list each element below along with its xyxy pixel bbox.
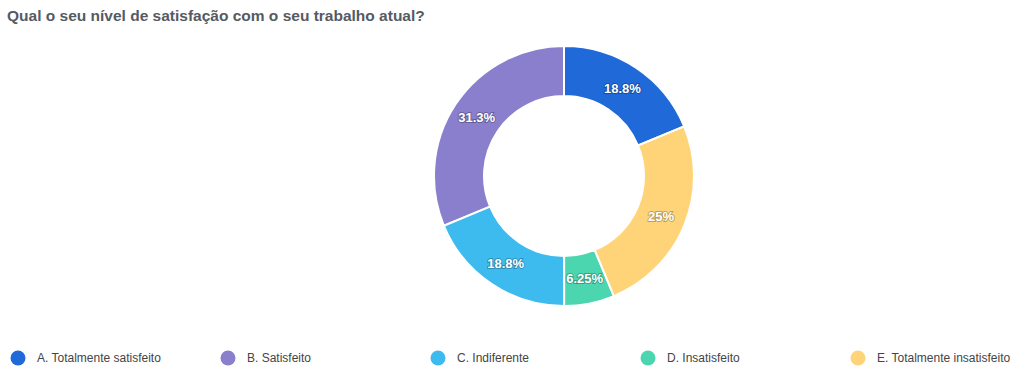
slice[interactable] — [434, 46, 564, 226]
data-label: 18.8% — [487, 256, 524, 271]
slice[interactable] — [595, 126, 694, 296]
slices — [434, 46, 694, 306]
data-label: 18.8% — [604, 81, 641, 96]
data-label: 25% — [648, 209, 674, 224]
legend-label[interactable]: E. Totalmente insatisfeito — [877, 351, 1011, 365]
chart-title: Qual o seu nível de satisfação com o seu… — [7, 7, 425, 24]
data-label: 6.25% — [566, 271, 603, 286]
legend-marker — [431, 351, 446, 366]
legend-marker — [641, 351, 656, 366]
legend-marker — [11, 351, 26, 366]
chart-root: Qual o seu nível de satisfação com o seu… — [0, 0, 1036, 386]
legend-label[interactable]: D. Insatisfeito — [667, 351, 740, 365]
chart-svg: Qual o seu nível de satisfação com o seu… — [0, 0, 1036, 386]
legend-marker — [221, 351, 236, 366]
data-label: 31.3% — [458, 110, 495, 125]
legend: A. Totalmente satisfeito B. Satisfeito C. … — [11, 351, 1011, 366]
data-labels: 18.8% 31.3% 18.8% 6.25% 25% — [458, 81, 674, 286]
slice[interactable] — [564, 46, 684, 145]
legend-label[interactable]: C. Indiferente — [457, 351, 529, 365]
legend-label[interactable]: A. Totalmente satisfeito — [37, 351, 161, 365]
legend-marker — [851, 351, 866, 366]
slice[interactable] — [444, 207, 564, 306]
legend-label[interactable]: B. Satisfeito — [247, 351, 311, 365]
